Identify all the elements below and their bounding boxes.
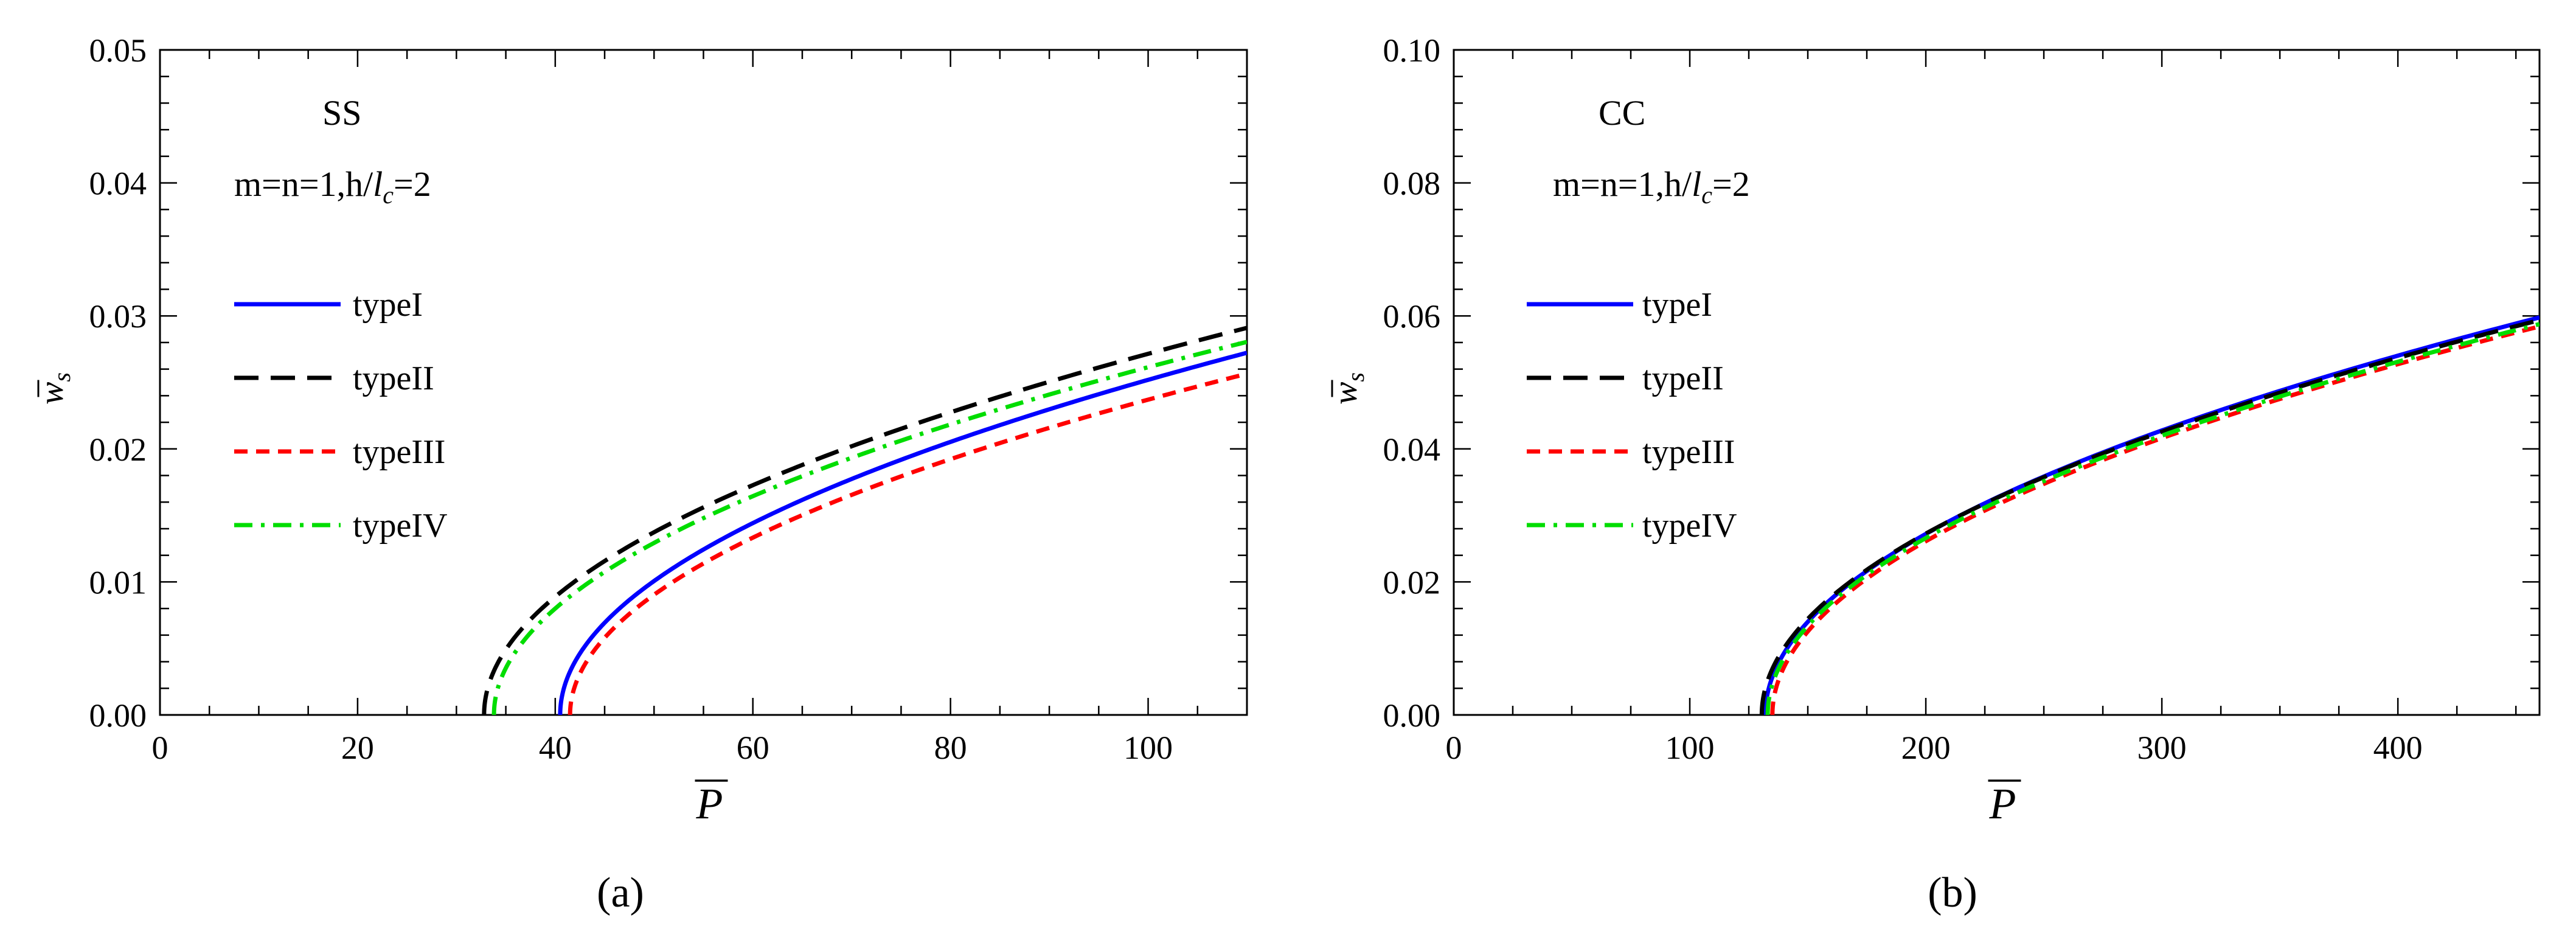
series-line-typei bbox=[1763, 315, 2540, 715]
param-suffix: =2 bbox=[394, 164, 431, 204]
y-axis-label-sub: s bbox=[1342, 372, 1369, 382]
y-tick-label: 0.05 bbox=[89, 32, 147, 69]
x-tick-label: 300 bbox=[2137, 730, 2187, 766]
curves bbox=[482, 326, 1247, 715]
legend-label-typeii: typeII bbox=[1642, 360, 1724, 397]
param-suffix: =2 bbox=[1712, 164, 1750, 204]
legend-label-typeiii: typeIII bbox=[353, 433, 445, 471]
x-axis-label: P bbox=[1989, 779, 2016, 828]
x-tick-label: 100 bbox=[1123, 730, 1173, 766]
x-tick-label: 100 bbox=[1665, 730, 1715, 766]
series-line-typeii bbox=[1759, 318, 2540, 715]
parameter-label: m=n=1,h/lc=2 bbox=[1553, 164, 1750, 209]
panel-a: 0 20 40 60 80 1000.000.010.020.030.040.05PwsS… bbox=[33, 32, 1248, 916]
plot-frame bbox=[159, 49, 1248, 716]
x-tick-label: 60 bbox=[737, 730, 769, 766]
series-line-typeiv bbox=[491, 340, 1247, 715]
x-tick-label: 200 bbox=[1901, 730, 1951, 766]
param-l: l bbox=[1692, 164, 1701, 204]
y-tick-label: 0.10 bbox=[1383, 32, 1441, 69]
series-line-typeiii bbox=[1770, 324, 2540, 715]
x-tick-label: 20 bbox=[341, 730, 374, 766]
panel-caption: (a) bbox=[597, 869, 644, 916]
param-prefix: m=n=1,h/ bbox=[1553, 164, 1692, 204]
param-l: l bbox=[373, 164, 383, 204]
series-line-typeiv bbox=[1765, 322, 2540, 715]
plot-frame bbox=[1453, 49, 2541, 716]
curves bbox=[1759, 315, 2540, 715]
param-prefix: m=n=1,h/ bbox=[234, 164, 373, 204]
x-tick-label: 400 bbox=[2373, 730, 2423, 766]
param-sub: c bbox=[1701, 181, 1712, 209]
y-tick-label: 0.04 bbox=[1383, 431, 1441, 468]
legend-label-typeii: typeII bbox=[353, 360, 434, 397]
legend-label-typei: typeI bbox=[1642, 286, 1712, 324]
x-tick-label: 0 bbox=[1446, 730, 1462, 766]
y-tick-label: 0.00 bbox=[89, 697, 147, 734]
panel-caption: (b) bbox=[1928, 869, 1977, 916]
x-axis-label: P bbox=[696, 779, 723, 828]
parameter-label: m=n=1,h/lc=2 bbox=[234, 164, 431, 209]
series-line-typeiii bbox=[568, 371, 1247, 715]
x-tick-label: 40 bbox=[539, 730, 572, 766]
y-tick-label: 0.02 bbox=[1383, 564, 1441, 601]
series-line-typei bbox=[558, 350, 1247, 715]
y-tick-label: 0.01 bbox=[89, 564, 147, 601]
boundary-condition-label: CC bbox=[1599, 93, 1645, 133]
x-tick-label: 0 bbox=[152, 730, 168, 766]
legend-label-typeiii: typeIII bbox=[1642, 433, 1735, 471]
y-tick-label: 0.08 bbox=[1383, 165, 1441, 202]
x-tick-label: 80 bbox=[934, 730, 967, 766]
y-tick-label: 0.00 bbox=[1383, 697, 1441, 734]
legend-label-typeiv: typeIV bbox=[353, 507, 448, 545]
legend-label-typeiv: typeIV bbox=[1642, 507, 1737, 545]
y-tick-label: 0.03 bbox=[89, 298, 147, 335]
panel-b: 0 100 200 300 4000.000.020.040.060.080.10Pws… bbox=[1327, 32, 2541, 916]
y-axis-label-sub: s bbox=[48, 372, 75, 382]
y-tick-label: 0.04 bbox=[89, 165, 147, 202]
param-sub: c bbox=[383, 181, 394, 209]
legend-label-typei: typeI bbox=[353, 286, 423, 324]
y-tick-label: 0.02 bbox=[89, 431, 147, 468]
boundary-condition-label: SS bbox=[322, 93, 362, 133]
y-tick-label: 0.06 bbox=[1383, 298, 1441, 335]
